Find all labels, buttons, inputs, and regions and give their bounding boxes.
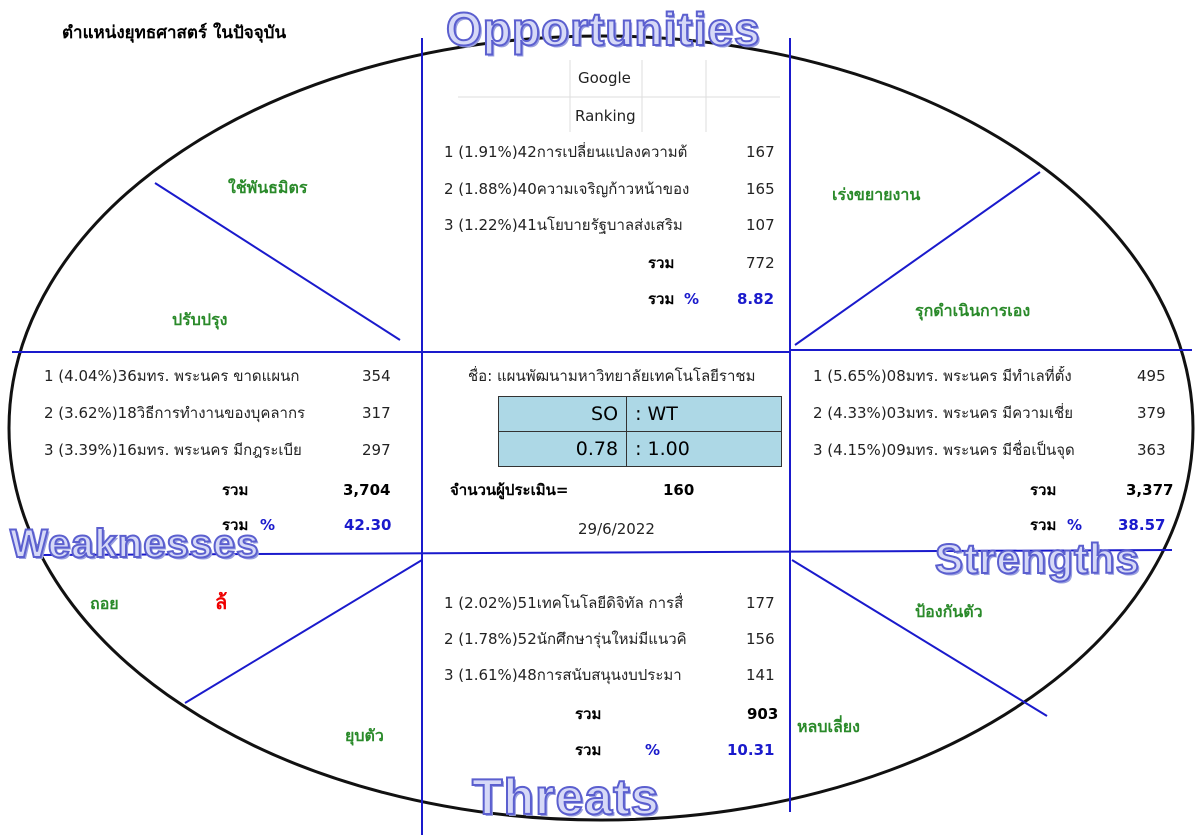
plan-name: ชื่อ: แผนพัฒนามหาวิทยาลัยเทคโนโลยีราชม bbox=[468, 366, 786, 386]
raters: 160 bbox=[663, 480, 694, 500]
zone-label: ยุบตัว bbox=[345, 726, 384, 746]
item: 1 (2.02%)51เทคโนโลยีดิจิทัล การสื่ bbox=[444, 593, 706, 613]
zone-label: รุกดำเนินการเอง bbox=[915, 301, 1030, 321]
raters-label: จำนวนผู้ประเมิน= bbox=[450, 480, 568, 500]
score: 167 bbox=[746, 142, 775, 162]
percent-label: รวม bbox=[222, 515, 248, 535]
percent-label: รวม bbox=[648, 289, 674, 309]
score: 363 bbox=[1137, 440, 1166, 460]
item: 1 (4.04%)36มทร. พระนคร ขาดแผนก bbox=[44, 366, 326, 386]
item: 1 (1.91%)42การเปลี่ยนแปลงความต้ bbox=[444, 142, 706, 162]
zone-label: ถอย bbox=[90, 594, 119, 614]
title: ตำแหน่งยุทธศาสตร์ ในปัจจุบัน bbox=[62, 23, 286, 43]
heading: Threats bbox=[472, 768, 660, 826]
item: 3 (1.22%)41นโยบายรัฐบาลส่งเสริม bbox=[444, 215, 706, 235]
heading: Strengths bbox=[935, 535, 1140, 583]
item: 2 (4.33%)03มทร. พระนคร มีความเชี่ย bbox=[813, 403, 1095, 423]
ratio-table: SO: WT 0.78: 1.00 bbox=[498, 396, 782, 467]
percent-sign: % bbox=[645, 740, 660, 760]
column-header: Ranking bbox=[575, 106, 636, 126]
percent: 8.82 bbox=[737, 289, 774, 309]
item: 3 (1.61%)48การสนับสนุนงบประมา bbox=[444, 665, 706, 685]
percent: 10.31 bbox=[727, 740, 774, 760]
score: 165 bbox=[746, 179, 775, 199]
zone-label: เร่งขยายงาน bbox=[832, 185, 920, 205]
score: 379 bbox=[1137, 403, 1166, 423]
zone-label: ป้องกันตัว bbox=[915, 602, 983, 622]
zone-label: หลบเลี่ยง bbox=[797, 717, 860, 737]
score: 495 bbox=[1137, 366, 1166, 386]
cell: : WT bbox=[627, 397, 782, 432]
item: 1 (5.65%)08มทร. พระนคร มีทำเลที่ตั้ง bbox=[813, 366, 1095, 386]
page: ตำแหน่งยุทธศาสตร์ ในปัจจุบัน Opportuniti… bbox=[0, 0, 1202, 837]
item: 2 (1.78%)52นักศึกษารุ่นใหม่มีแนวคิ bbox=[444, 629, 706, 649]
percent-label: รวม bbox=[1030, 515, 1056, 535]
score: 317 bbox=[362, 403, 391, 423]
total-label: รวม bbox=[648, 253, 674, 273]
total: 3,704 bbox=[343, 480, 390, 500]
score: 107 bbox=[746, 215, 775, 235]
zone-label: ล้ bbox=[215, 592, 227, 612]
percent: 42.30 bbox=[344, 515, 391, 535]
score: 141 bbox=[746, 665, 775, 685]
cell: : 1.00 bbox=[627, 432, 782, 467]
score: 156 bbox=[746, 629, 775, 649]
total-label: รวม bbox=[575, 704, 601, 724]
item: 3 (4.15%)09มทร. พระนคร มีชื่อเป็นจุด bbox=[813, 440, 1095, 460]
zone-label: ปรับปรุง bbox=[172, 310, 227, 330]
item: 3 (3.39%)16มทร. พระนคร มีกฎระเบีย bbox=[44, 440, 326, 460]
total-label: รวม bbox=[1030, 480, 1056, 500]
total-label: รวม bbox=[222, 480, 248, 500]
percent-label: รวม bbox=[575, 740, 601, 760]
cell: SO bbox=[499, 397, 627, 432]
total: 903 bbox=[747, 704, 778, 724]
percent-sign: % bbox=[1067, 515, 1082, 535]
date: 29/6/2022 bbox=[578, 519, 655, 539]
column-header: Google bbox=[578, 68, 631, 88]
score: 177 bbox=[746, 593, 775, 613]
heading: Opportunities bbox=[446, 2, 761, 56]
total: 3,377 bbox=[1126, 480, 1173, 500]
percent-sign: % bbox=[260, 515, 275, 535]
percent-sign: % bbox=[684, 289, 699, 309]
percent: 38.57 bbox=[1118, 515, 1165, 535]
total: 772 bbox=[746, 253, 775, 273]
item: 2 (3.62%)18วิธีการทำงานของบุคลากร bbox=[44, 403, 326, 423]
zone-label: ใช้พันธมิตร bbox=[228, 178, 307, 198]
cell: 0.78 bbox=[499, 432, 627, 467]
score: 297 bbox=[362, 440, 391, 460]
score: 354 bbox=[362, 366, 391, 386]
item: 2 (1.88%)40ความเจริญก้าวหน้าของ bbox=[444, 179, 706, 199]
